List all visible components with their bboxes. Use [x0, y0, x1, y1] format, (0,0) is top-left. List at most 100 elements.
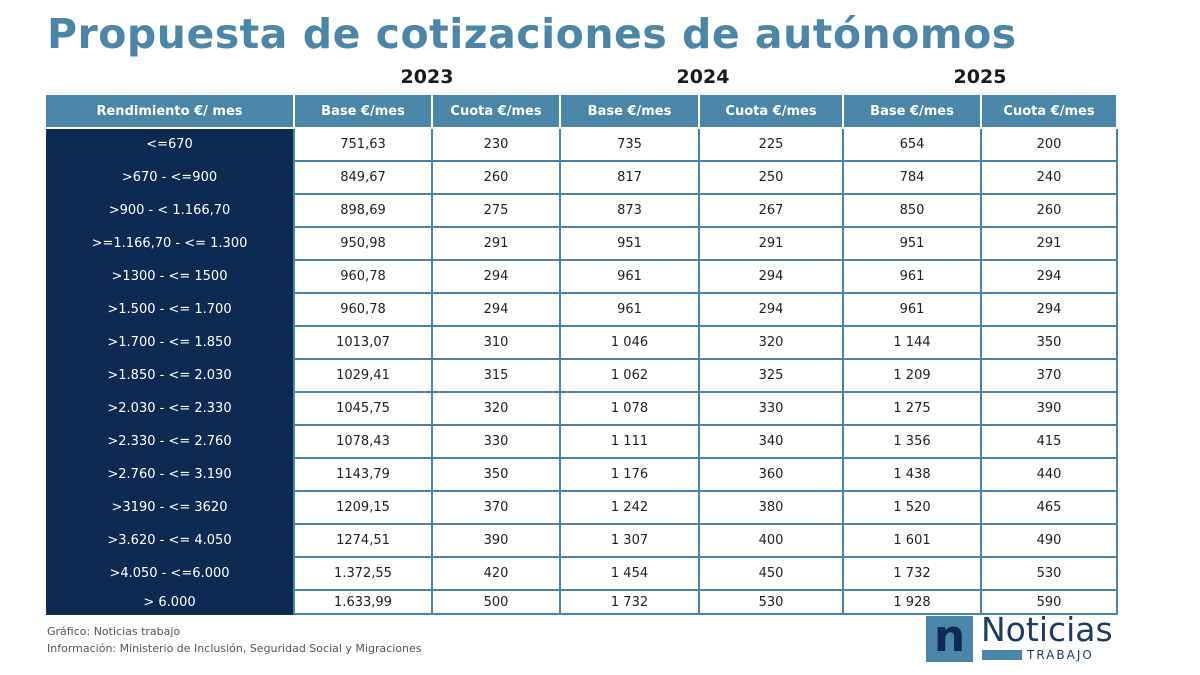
row-label: > 6.000: [46, 590, 294, 615]
table-cell: 1 275: [842, 391, 982, 426]
table-cell: 230: [431, 127, 561, 162]
table-cell: 294: [698, 292, 844, 327]
table-cell: 590: [980, 589, 1118, 615]
table-row: >900 - < 1.166,70 898,69 275 873 267 850 260: [46, 193, 1118, 228]
table-cell: 1 062: [559, 358, 700, 393]
row-label: >2.030 - <= 2.330: [46, 392, 294, 426]
table-cell: 200: [980, 127, 1118, 162]
table-cell: 294: [698, 259, 844, 294]
table-row: >4.050 - <=6.000 1.372,55 420 1 454 450 1 732…: [46, 556, 1118, 591]
table-body: <=670 751,63 230 735 225 654 200 >670 - <=900 84…: [46, 127, 1118, 615]
table-row: <=670 751,63 230 735 225 654 200: [46, 127, 1118, 162]
table-cell: 340: [698, 424, 844, 459]
column-header: Base €/mes: [842, 95, 982, 129]
table-cell: 1 046: [559, 325, 700, 360]
table-cell: 1013,07: [293, 325, 433, 360]
table-cell: 1 732: [559, 589, 700, 615]
row-label: >1300 - <= 1500: [46, 260, 294, 294]
logo-bar: [982, 650, 1022, 660]
logo-letter: n: [933, 611, 966, 662]
row-label: >3.620 - <= 4.050: [46, 524, 294, 558]
table-cell: 400: [698, 523, 844, 558]
table-cell: 250: [698, 160, 844, 195]
table-row: >1300 - <= 1500 960,78 294 961 294 961 294: [46, 259, 1118, 294]
table-cell: 360: [698, 457, 844, 492]
table-cell: 294: [980, 259, 1118, 294]
table-cell: 951: [842, 226, 982, 261]
row-label: <=670: [46, 128, 294, 162]
table-cell: 1209,15: [293, 490, 433, 525]
row-label: >3190 - <= 3620: [46, 491, 294, 525]
row-label: >670 - <=900: [46, 161, 294, 195]
table-cell: 330: [698, 391, 844, 426]
table-cell: 294: [980, 292, 1118, 327]
cotizaciones-table: Rendimiento €/ mes Base €/mes Cuota €/mes B…: [46, 95, 1118, 615]
logo-sub: TRABAJO: [1027, 648, 1094, 662]
table-cell: 350: [980, 325, 1118, 360]
table-cell: 784: [842, 160, 982, 195]
footer-source: Gráfico: Noticias trabajo: [47, 625, 181, 638]
table-cell: 961: [559, 292, 700, 327]
table-cell: 415: [980, 424, 1118, 459]
table-row: >2.760 - <= 3.190 1143,79 350 1 176 360 1 438…: [46, 457, 1118, 492]
table-cell: 1.372,55: [293, 556, 433, 591]
column-header: Cuota €/mes: [698, 95, 844, 129]
table-row: >1.700 - <= 1.850 1013,07 310 1 046 320 1 144…: [46, 325, 1118, 360]
noticias-trabajo-logo: n Noticias TRABAJO: [926, 610, 1116, 662]
table-cell: 267: [698, 193, 844, 228]
table-cell: 380: [698, 490, 844, 525]
table-cell: 961: [842, 292, 982, 327]
table-row: >3.620 - <= 4.050 1274,51 390 1 307 400 1 601…: [46, 523, 1118, 558]
table-cell: 320: [431, 391, 561, 426]
year-headers: 2023 2024 2025: [0, 66, 1200, 92]
row-label: >2.330 - <= 2.760: [46, 425, 294, 459]
table-cell: 440: [980, 457, 1118, 492]
table-cell: 275: [431, 193, 561, 228]
table-row: >3190 - <= 3620 1209,15 370 1 242 380 1 520 46…: [46, 490, 1118, 525]
column-header: Base €/mes: [559, 95, 700, 129]
table-cell: 817: [559, 160, 700, 195]
table-cell: 320: [698, 325, 844, 360]
table-cell: 291: [980, 226, 1118, 261]
table-cell: 849,67: [293, 160, 433, 195]
table-cell: 1 454: [559, 556, 700, 591]
page-title: Propuesta de cotizaciones de autónomos: [47, 10, 1017, 58]
table-cell: 225: [698, 127, 844, 162]
table-cell: 1.633,99: [293, 589, 433, 615]
table-cell: 240: [980, 160, 1118, 195]
row-label: >900 - < 1.166,70: [46, 194, 294, 228]
row-label: >1.500 - <= 1.700: [46, 293, 294, 327]
table-row: >2.030 - <= 2.330 1045,75 320 1 078 330 1 275…: [46, 391, 1118, 426]
table-cell: 294: [431, 259, 561, 294]
footer-info: Información: Ministerio de Inclusión, Se…: [47, 642, 422, 655]
table-cell: 1 209: [842, 358, 982, 393]
column-header: Rendimiento €/ mes: [46, 95, 295, 129]
table-cell: 330: [431, 424, 561, 459]
table-cell: 1 601: [842, 523, 982, 558]
table-cell: 1029,41: [293, 358, 433, 393]
table-cell: 1 356: [842, 424, 982, 459]
table-row: >1.850 - <= 2.030 1029,41 315 1 062 325 1 209…: [46, 358, 1118, 393]
table-row: >2.330 - <= 2.760 1078,43 330 1 111 340 1 356…: [46, 424, 1118, 459]
table-cell: 370: [431, 490, 561, 525]
table-cell: 310: [431, 325, 561, 360]
table-row: >=1.166,70 - <= 1.300 950,98 291 951 291 951 2…: [46, 226, 1118, 261]
column-header: Cuota €/mes: [431, 95, 561, 129]
table-cell: 530: [698, 589, 844, 615]
table-cell: 1045,75: [293, 391, 433, 426]
table-cell: 1 732: [842, 556, 982, 591]
table-cell: 1 144: [842, 325, 982, 360]
table-cell: 350: [431, 457, 561, 492]
table-cell: 1 307: [559, 523, 700, 558]
table-cell: 490: [980, 523, 1118, 558]
table-cell: 735: [559, 127, 700, 162]
table-cell: 1 520: [842, 490, 982, 525]
table-cell: 465: [980, 490, 1118, 525]
row-label: >2.760 - <= 3.190: [46, 458, 294, 492]
table-cell: 260: [431, 160, 561, 195]
table-cell: 530: [980, 556, 1118, 591]
table-cell: 961: [842, 259, 982, 294]
row-label: >1.700 - <= 1.850: [46, 326, 294, 360]
table-cell: 1 176: [559, 457, 700, 492]
table-cell: 850: [842, 193, 982, 228]
